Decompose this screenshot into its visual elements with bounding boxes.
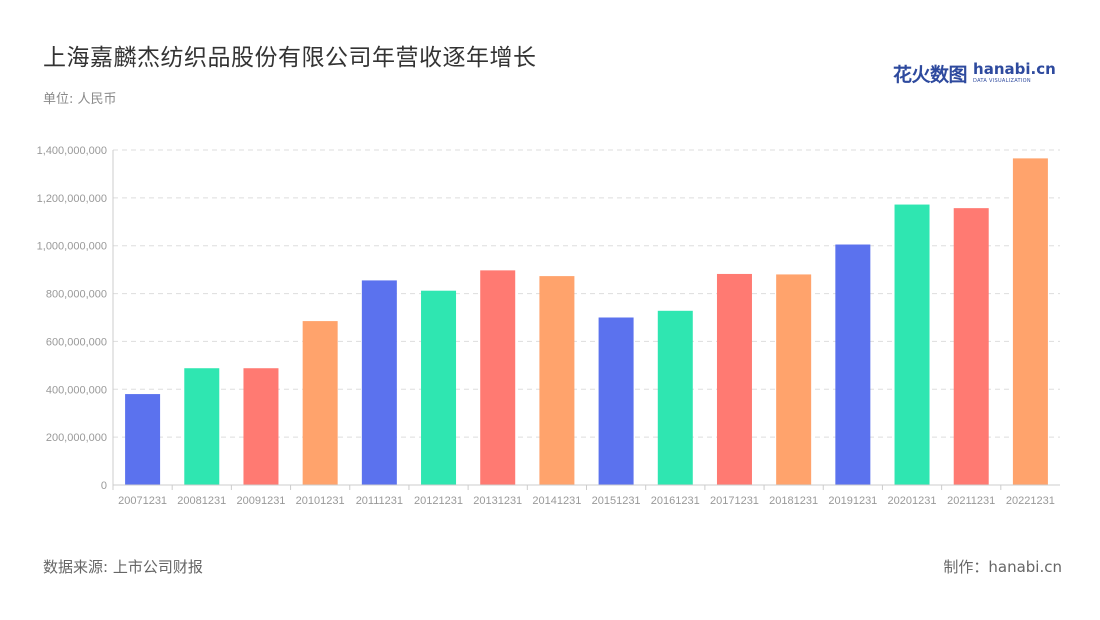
- bar-20191231: [835, 244, 871, 485]
- y-tick-label: 400,000,000: [46, 384, 107, 396]
- x-tick-label: 20131231: [473, 495, 522, 507]
- bar-20121231: [421, 290, 457, 485]
- x-axis-ticks: 20071231 20081231 20091231 20101231 20111231…: [112, 485, 1055, 507]
- bar-20101231: [302, 321, 338, 485]
- x-tick-label: 20111231: [356, 495, 403, 507]
- x-tick-label: 20151231: [592, 495, 641, 507]
- x-tick-label: 20071231: [118, 495, 167, 507]
- x-tick-label: 20091231: [236, 495, 285, 507]
- x-tick-label: 20201231: [888, 495, 937, 507]
- bar-20161231: [657, 310, 693, 485]
- bar-20131231: [480, 270, 516, 485]
- x-tick-label: 20101231: [296, 495, 345, 507]
- x-tick-label: 20121231: [414, 495, 463, 507]
- logo-cn-text: 花火数图: [893, 63, 968, 86]
- chart-title: 上海嘉麟杰纺织品股份有限公司年营收逐年增长: [43, 45, 537, 71]
- bar-20091231: [243, 368, 279, 485]
- bar-20071231: [125, 394, 161, 485]
- bar-20151231: [598, 317, 634, 485]
- y-tick-label: 1,200,000,000: [37, 193, 107, 205]
- y-tick-label: 0: [101, 480, 107, 492]
- brand-logo: 花火数图 hanabi.cn DATA VISUALIZATION: [893, 60, 1056, 86]
- bar-20141231: [539, 276, 575, 485]
- x-tick-label: 20171231: [710, 495, 759, 507]
- x-tick-label: 20141231: [532, 495, 581, 507]
- logo-sub-text: DATA VISUALIZATION: [973, 78, 1031, 84]
- x-tick-label: 20161231: [651, 495, 700, 507]
- logo-en-block: hanabi.cn DATA VISUALIZATION: [973, 62, 1056, 84]
- x-tick-label: 20191231: [828, 495, 877, 507]
- x-tick-label: 20081231: [177, 495, 226, 507]
- logo-en-text: hanabi.cn: [973, 60, 1056, 78]
- y-tick-label: 1,000,000,000: [37, 241, 107, 253]
- bar-20181231: [776, 274, 812, 485]
- bar-20081231: [184, 368, 220, 485]
- bar-20201231: [894, 204, 930, 486]
- x-tick-label: 20221231: [1006, 495, 1055, 507]
- y-tick-label: 800,000,000: [46, 289, 107, 301]
- data-source: 数据来源: 上市公司财报: [43, 558, 203, 576]
- y-tick-label: 200,000,000: [46, 432, 107, 444]
- bars: [125, 158, 1048, 486]
- y-tick-label: 600,000,000: [46, 336, 107, 348]
- bar-20171231: [716, 273, 752, 485]
- bar-20111231: [361, 280, 397, 485]
- bar-20221231: [1012, 158, 1048, 485]
- unit-label: 单位: 人民币: [43, 92, 117, 107]
- bar-20211231: [953, 208, 989, 485]
- credit-text: 制作：hanabi.cn: [943, 558, 1062, 576]
- y-tick-label: 1,400,000,000: [37, 145, 107, 157]
- x-tick-label: 20211231: [947, 495, 995, 507]
- x-tick-label: 20181231: [769, 495, 818, 507]
- y-axis-ticks: 0 200,000,000 400,000,000 600,000,000 800,00…: [37, 145, 107, 492]
